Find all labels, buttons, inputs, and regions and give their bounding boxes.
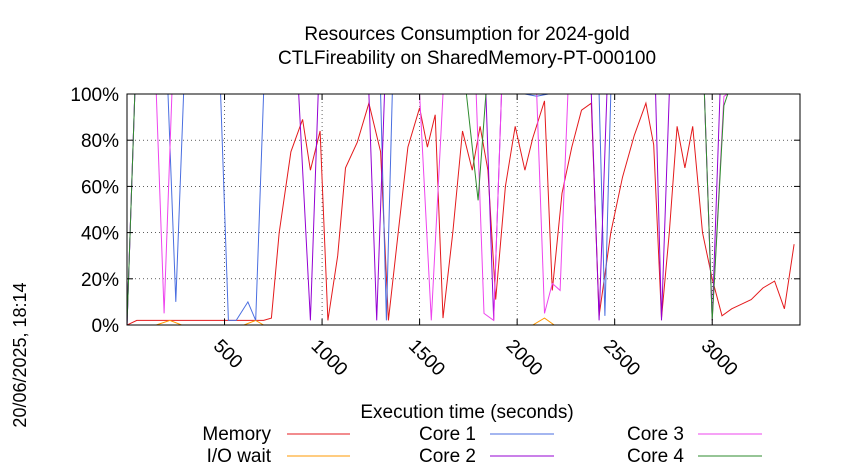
grid-lines: [127, 94, 800, 325]
x-tick-label: 500: [209, 336, 246, 373]
y-tick-label: 100%: [70, 85, 119, 106]
side-timestamp: 20/06/2025, 18:14: [10, 282, 30, 427]
series-line-core-1: [126, 93, 795, 326]
x-tick-label: 3000: [697, 336, 742, 381]
chart-subtitle: CTLFireability on SharedMemory-PT-000100: [278, 48, 656, 69]
y-tick-label: 0%: [92, 316, 120, 337]
x-tick-label: 2000: [502, 336, 547, 381]
x-tick-label: 1000: [307, 336, 352, 381]
plot-frame: [126, 93, 801, 326]
y-tick-label: 60%: [81, 177, 119, 198]
series-line-i-o-wait: [127, 317, 795, 326]
legend-label: Core 3: [627, 424, 684, 445]
y-tick-label: 80%: [81, 131, 119, 152]
legend-label: Core 4: [627, 446, 684, 467]
series-line-memory: [126, 100, 795, 326]
y-axis-ticks: 0% 20% 40% 60% 80% 100%: [70, 85, 800, 337]
legend-label: Memory: [202, 424, 271, 445]
legend-label: I/O wait: [207, 446, 272, 467]
x-axis-label: Execution time (seconds): [360, 402, 573, 423]
y-tick-label: 40%: [81, 224, 119, 245]
series-lines: [126, 93, 795, 326]
x-axis-ticks: 500 1000 1500 2000 2500 3000: [209, 94, 741, 380]
x-tick-label: 2500: [599, 336, 644, 381]
y-tick-label: 20%: [81, 270, 119, 291]
x-tick-label: 1500: [404, 336, 449, 381]
legend-label: Core 1: [419, 424, 476, 445]
chart-title: Resources Consumption for 2024-gold: [304, 24, 629, 45]
legend-label: Core 2: [419, 446, 476, 467]
